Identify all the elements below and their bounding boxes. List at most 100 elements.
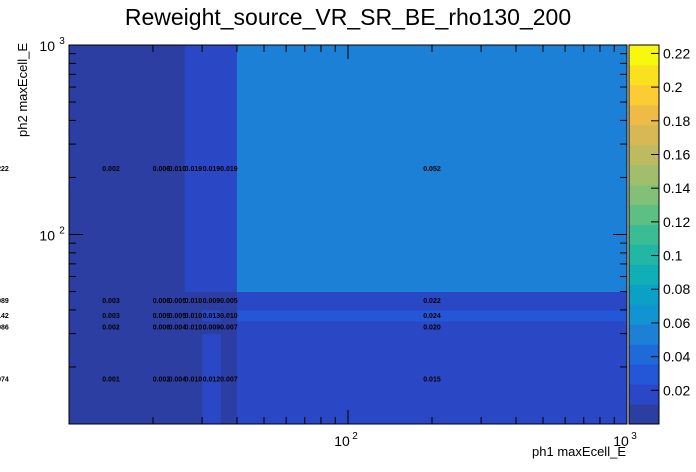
cell-value-label: 0.003 xyxy=(102,313,120,320)
cell-value-label: 0.009 xyxy=(203,298,221,305)
y-tick-exponent: 3 xyxy=(59,36,65,47)
heatmap-cell xyxy=(220,309,238,322)
heatmap-cell xyxy=(152,309,171,322)
cell-value-label: 0.007 xyxy=(220,376,238,383)
colorbar-segment xyxy=(629,184,659,206)
colorbar-segment xyxy=(629,244,659,265)
cell-value-label: 0.004 xyxy=(169,325,187,332)
colorbar-segment xyxy=(629,64,659,86)
heatmap-cell xyxy=(202,45,222,293)
heatmap-cell xyxy=(169,320,186,335)
heatmap-cell xyxy=(152,291,171,311)
heatmap-cell xyxy=(169,309,186,322)
colorbar-segment xyxy=(629,324,659,345)
heatmap-cell xyxy=(152,333,171,425)
colorbar-tick-label: 0.08 xyxy=(663,281,690,297)
colorbar-tick-label: 0.14 xyxy=(663,180,690,196)
heatmap-cell xyxy=(202,333,222,425)
cell-value-label: 0.019 xyxy=(185,166,203,173)
heatmap-cell xyxy=(152,45,171,293)
cell-value-label: 0.010 xyxy=(185,325,203,332)
cell-value-label: 0.005 xyxy=(169,313,187,320)
y-tick-exponent: 2 xyxy=(59,226,65,237)
colorbar-segment xyxy=(629,304,659,325)
colorbar-tick-label: 0.2 xyxy=(663,79,683,95)
x-tick-label: 10 xyxy=(334,433,350,449)
heatmap-cell xyxy=(69,45,154,293)
heatmap-cell xyxy=(69,333,154,425)
colorbar-segment xyxy=(629,364,659,385)
heatmap-cell xyxy=(184,320,203,335)
cell-value-label: 0.024 xyxy=(423,313,441,320)
heatmap-cell xyxy=(220,333,238,425)
heatmap-cell xyxy=(202,291,222,311)
colorbar-segment xyxy=(629,204,659,226)
colorbar-segment xyxy=(629,404,659,425)
cell-value-label: 0.004 xyxy=(169,376,187,383)
cell-value-label: 0.005 xyxy=(220,298,238,305)
y-tick-label: 10 xyxy=(39,228,55,244)
cell-value-label: 0.009 xyxy=(203,325,221,332)
heatmap-cell xyxy=(236,309,628,322)
heatmap-cell xyxy=(152,320,171,335)
heatmap-cell xyxy=(220,320,238,335)
heatmap-cell xyxy=(236,45,628,293)
colorbar-segment xyxy=(629,104,659,126)
x-tick-exponent: 3 xyxy=(631,431,637,442)
heatmap-cell xyxy=(169,45,186,293)
colorbar-segment xyxy=(629,284,659,305)
cell-value-label: 0.089 xyxy=(0,298,9,305)
cell-value-label: 0.002 xyxy=(153,376,171,383)
heatmap-cell xyxy=(69,309,154,322)
y-axis-title: ph2 maxEcell_E xyxy=(15,43,30,137)
y-tick-label: 10 xyxy=(39,38,55,54)
cell-value-label: 0.003 xyxy=(102,298,120,305)
chart-title: Reweight_source_VR_SR_BE_rho130_200 xyxy=(124,4,572,30)
x-tick-exponent: 2 xyxy=(352,431,358,442)
cell-value-label: 0.010 xyxy=(185,298,203,305)
heatmap-cell xyxy=(69,291,154,311)
heatmap-cell xyxy=(184,291,203,311)
colorbar-tick-label: 0.06 xyxy=(663,315,690,331)
cell-value-label: 0.019 xyxy=(220,166,238,173)
heatmap-cell xyxy=(184,45,203,293)
cell-value-label: 0.052 xyxy=(423,166,441,173)
cell-value-label: 0.001 xyxy=(102,376,120,383)
colorbar-tick-label: 0.18 xyxy=(663,113,690,129)
x-axis-title: ph1 maxEcell_E xyxy=(532,444,626,459)
cell-value-label: 0.010 xyxy=(169,166,187,173)
colorbar-tick-label: 0.12 xyxy=(663,214,690,230)
cell-value-label: 0.006 xyxy=(153,325,171,332)
cell-value-label: 0.006 xyxy=(153,166,171,173)
colorbar-segment xyxy=(629,164,659,186)
colorbar-tick-label: 0.04 xyxy=(663,349,690,365)
cell-value-label: 0.086 xyxy=(0,325,9,332)
colorbar-segment xyxy=(629,124,659,146)
cell-value-label: 0.005 xyxy=(169,298,187,305)
cell-value-label: 0.012 xyxy=(203,376,221,383)
heatmap-cell xyxy=(202,309,222,322)
colorbar-segment xyxy=(629,144,659,166)
heatmap-cell xyxy=(169,291,186,311)
heatmap-cell xyxy=(220,45,238,293)
cell-value-label: 0.002 xyxy=(102,166,120,173)
colorbar-tick-label: 0.16 xyxy=(663,146,690,162)
cell-value-label: 0.142 xyxy=(0,313,9,320)
colorbar-segment xyxy=(629,344,659,365)
cell-value-label: 0.010 xyxy=(220,313,238,320)
colorbar-segment xyxy=(629,384,659,405)
colorbar-tick-label: 0.02 xyxy=(663,382,690,398)
colorbar-segment xyxy=(629,45,659,66)
colorbar-frame xyxy=(628,44,660,425)
cell-value-label: 0.007 xyxy=(220,325,238,332)
cell-value-label: 0.019 xyxy=(203,166,221,173)
heatmap-cell xyxy=(169,333,186,425)
cell-value-label: 0.222 xyxy=(0,166,9,173)
heatmap-cell xyxy=(69,320,154,335)
colorbar-segment xyxy=(629,224,659,245)
heatmap-cell xyxy=(236,333,628,425)
colorbar-segment xyxy=(629,84,659,106)
heatmap-cell xyxy=(184,333,203,425)
heatmap-cell xyxy=(184,309,203,322)
